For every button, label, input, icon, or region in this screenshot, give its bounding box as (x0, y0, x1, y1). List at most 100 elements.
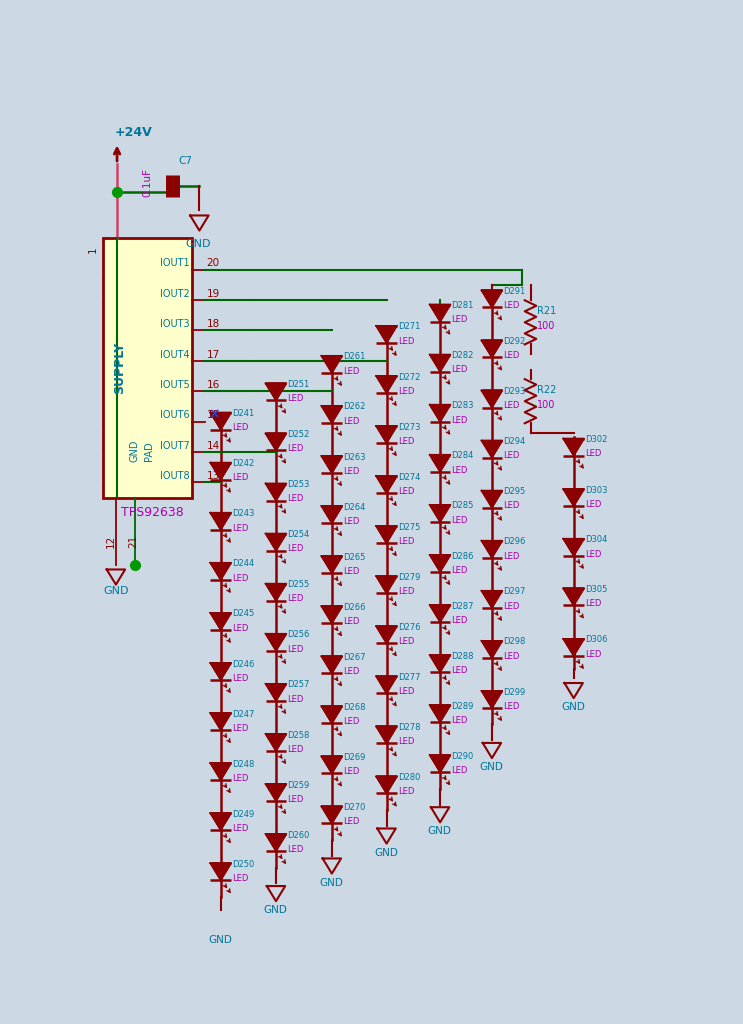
Text: LED: LED (343, 817, 360, 826)
Text: D252: D252 (288, 430, 310, 439)
Polygon shape (322, 506, 343, 523)
Polygon shape (481, 691, 502, 708)
Text: LED: LED (398, 537, 415, 546)
Text: LED: LED (233, 674, 249, 683)
Text: LED: LED (343, 667, 360, 676)
Bar (103, 238, 192, 499)
Text: LED: LED (452, 615, 468, 625)
Text: LED: LED (343, 367, 360, 376)
Polygon shape (481, 541, 502, 558)
Text: LED: LED (585, 500, 602, 509)
Polygon shape (210, 413, 231, 430)
Polygon shape (481, 641, 502, 657)
Polygon shape (322, 406, 343, 423)
Polygon shape (322, 858, 341, 873)
Text: D277: D277 (398, 673, 421, 682)
Text: IOUT8: IOUT8 (160, 471, 189, 481)
Polygon shape (429, 505, 450, 522)
Text: D286: D286 (452, 552, 474, 560)
Polygon shape (266, 483, 286, 501)
Polygon shape (563, 489, 584, 506)
Text: LED: LED (233, 473, 249, 482)
Text: D248: D248 (233, 760, 255, 769)
Text: LED: LED (343, 417, 360, 426)
Polygon shape (322, 556, 343, 573)
Text: LED: LED (398, 637, 415, 646)
Text: LED: LED (504, 601, 520, 610)
Text: D258: D258 (288, 730, 310, 739)
Polygon shape (266, 834, 286, 851)
Text: LED: LED (452, 666, 468, 675)
Text: D305: D305 (585, 585, 608, 594)
Text: LED: LED (398, 387, 415, 395)
Text: LED: LED (233, 624, 249, 633)
Polygon shape (481, 390, 502, 408)
Text: LED: LED (452, 716, 468, 725)
Text: D244: D244 (233, 559, 254, 568)
Text: 19: 19 (207, 289, 220, 299)
Text: 20: 20 (207, 258, 219, 268)
Polygon shape (481, 291, 502, 307)
Polygon shape (266, 534, 286, 551)
Polygon shape (376, 326, 397, 343)
Polygon shape (481, 490, 502, 508)
Text: D273: D273 (398, 423, 421, 431)
Text: 21: 21 (129, 535, 138, 548)
Text: LED: LED (398, 437, 415, 445)
Text: D251: D251 (288, 380, 310, 389)
Text: LED: LED (288, 444, 304, 454)
Text: R21: R21 (537, 306, 557, 316)
Polygon shape (210, 813, 231, 830)
Text: GND: GND (208, 935, 232, 944)
Text: D291: D291 (504, 287, 526, 296)
Text: LED: LED (585, 599, 602, 608)
Polygon shape (322, 606, 343, 624)
Text: D292: D292 (504, 337, 526, 346)
Text: TPS92638: TPS92638 (121, 506, 184, 518)
Text: D281: D281 (452, 301, 474, 310)
Text: GND: GND (130, 439, 140, 462)
Text: GND: GND (427, 826, 451, 837)
Text: LED: LED (288, 795, 304, 804)
Text: LED: LED (288, 495, 304, 504)
Polygon shape (210, 713, 231, 730)
Text: D284: D284 (452, 452, 474, 461)
Text: LED: LED (343, 616, 360, 626)
Text: LED: LED (288, 694, 304, 703)
Text: LED: LED (585, 450, 602, 459)
Text: D266: D266 (343, 603, 366, 611)
Text: 14: 14 (207, 441, 220, 451)
Text: IOUT5: IOUT5 (160, 380, 189, 390)
Text: D263: D263 (343, 453, 366, 462)
Text: D264: D264 (343, 503, 366, 512)
Text: D278: D278 (398, 723, 421, 732)
Text: LED: LED (288, 644, 304, 653)
Polygon shape (212, 915, 230, 931)
Text: D259: D259 (288, 780, 310, 790)
Text: D262: D262 (343, 402, 366, 412)
Text: D246: D246 (233, 659, 255, 669)
Text: LED: LED (288, 845, 304, 854)
Polygon shape (429, 755, 450, 772)
Text: LED: LED (343, 717, 360, 726)
Polygon shape (210, 513, 231, 529)
Text: 13: 13 (207, 471, 220, 481)
Text: D265: D265 (343, 553, 366, 562)
Text: LED: LED (343, 567, 360, 575)
Text: D242: D242 (233, 459, 254, 468)
Text: LED: LED (233, 423, 249, 432)
Text: IOUT1: IOUT1 (160, 258, 189, 268)
Text: LED: LED (343, 767, 360, 776)
Text: D271: D271 (398, 323, 421, 332)
Polygon shape (266, 383, 286, 400)
Text: 16: 16 (207, 380, 220, 390)
Text: LED: LED (452, 315, 468, 325)
Polygon shape (266, 784, 286, 801)
Text: LED: LED (585, 649, 602, 658)
Text: D290: D290 (452, 752, 474, 761)
Polygon shape (267, 886, 285, 901)
Polygon shape (210, 663, 231, 680)
Text: LED: LED (343, 517, 360, 525)
Text: IOUT6: IOUT6 (160, 411, 189, 421)
Polygon shape (481, 340, 502, 357)
